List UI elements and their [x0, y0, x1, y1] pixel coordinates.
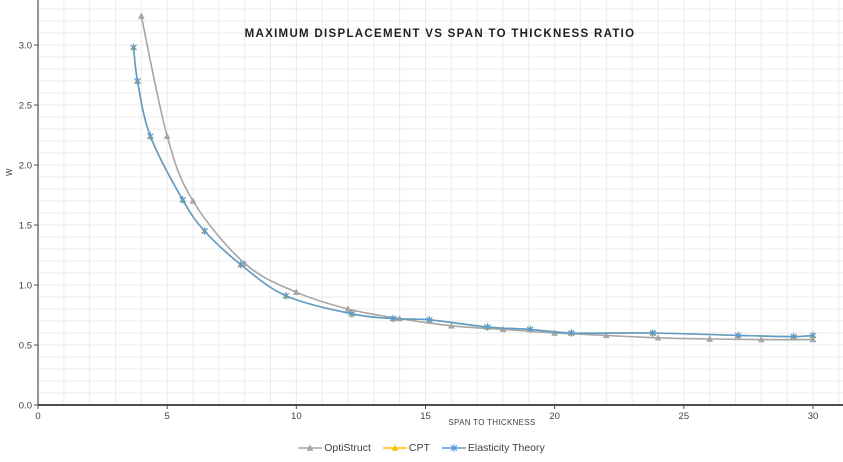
- series-elasticity-theory: [130, 43, 817, 341]
- x-tick-label: 10: [291, 411, 302, 422]
- optistruct-marker: [292, 288, 300, 295]
- optistruct-legend-marker: [306, 444, 314, 451]
- optistruct-marker: [189, 197, 197, 204]
- chart-title: MAXIMUM DISPLACEMENT VS SPAN TO THICKNES…: [245, 28, 636, 40]
- elasticity-theory-marker: [134, 78, 141, 84]
- y-tick-label: 1.0: [19, 281, 32, 292]
- chart-legend: OptiStruct CPT Elasticity Theory: [0, 442, 843, 454]
- series-optistruct: [137, 12, 817, 343]
- x-tick-label: 25: [679, 411, 690, 422]
- optistruct-marker: [447, 322, 455, 329]
- legend-swatch-elasticity-theory: [441, 444, 466, 452]
- y-axis-title: W: [5, 168, 14, 176]
- plot-graphics: 0.0 0.5 1.0 1.5 2.0 2.5 3.0 0 5 10 15 20 25 30: [19, 0, 843, 422]
- legend-item-optistruct: OptiStruct: [298, 442, 371, 454]
- legend-item-elasticity-theory: Elasticity Theory: [441, 442, 545, 454]
- axes: 0.0 0.5 1.0 1.5 2.0 2.5 3.0 0 5 10 15 20 25 30: [19, 0, 843, 422]
- x-axis-title: SPAN TO THICKNESS: [448, 418, 535, 427]
- x-tick-label: 20: [549, 411, 560, 422]
- y-tick-label: 0.5: [19, 341, 32, 352]
- elasticity-theory-marker: [526, 326, 534, 333]
- optistruct-marker: [757, 336, 765, 343]
- optistruct-marker: [499, 325, 507, 333]
- elasticity-theory-marker: [484, 324, 491, 330]
- elasticity-theory-marker: [809, 332, 817, 339]
- y-tick-label: 2.5: [19, 101, 32, 112]
- y-tick-label: 3.0: [19, 41, 32, 52]
- elasticity-theory-marker: [348, 310, 356, 317]
- x-tick-label: 15: [420, 411, 431, 422]
- elasticity-theory-marker: [130, 44, 137, 51]
- series-cpt: [130, 43, 817, 340]
- elasticity-theory-marker: [649, 330, 657, 336]
- cpt-legend-marker: [391, 444, 399, 451]
- legend-label-elasticity-theory: Elasticity Theory: [467, 442, 545, 454]
- elasticity-theory-marker: [179, 196, 187, 203]
- elasticity-theory-marker: [568, 330, 575, 336]
- elasticity-theory-marker: [237, 261, 245, 268]
- elasticity-theory-marker: [282, 292, 290, 299]
- elasticity-theory-marker: [201, 228, 209, 234]
- legend-item-cpt: CPT: [382, 442, 430, 454]
- legend-swatch-optistruct: [298, 444, 323, 451]
- x-tick-label: 0: [35, 411, 40, 422]
- elasticity-theory-marker: [734, 332, 742, 339]
- optistruct-marker: [137, 12, 145, 19]
- elasticity-theory-marker: [790, 333, 798, 340]
- elasticity-theory-marker: [425, 316, 433, 323]
- optistruct-marker: [654, 334, 662, 341]
- gridlines: [38, 0, 843, 405]
- optistruct-marker: [602, 331, 610, 339]
- x-tick-label: 30: [808, 411, 819, 422]
- y-tick-label: 1.5: [19, 221, 32, 232]
- elasticity-theory-legend-marker: [450, 445, 458, 451]
- legend-label-cpt: CPT: [408, 442, 430, 454]
- cpt-line: [132, 47, 814, 338]
- legend-swatch-cpt: [382, 444, 407, 451]
- x-tick-label: 5: [165, 411, 170, 422]
- optistruct-marker: [344, 305, 352, 312]
- elasticity-theory-line: [132, 47, 814, 338]
- optistruct-marker: [163, 132, 171, 139]
- y-tick-label: 0.0: [19, 401, 32, 412]
- optistruct-marker: [241, 259, 249, 267]
- y-tick-label: 2.0: [19, 161, 32, 172]
- legend-label-optistruct: OptiStruct: [324, 442, 371, 454]
- elasticity-theory-marker: [146, 133, 154, 140]
- elasticity-theory-marker: [389, 315, 397, 322]
- optistruct-marker: [706, 335, 714, 342]
